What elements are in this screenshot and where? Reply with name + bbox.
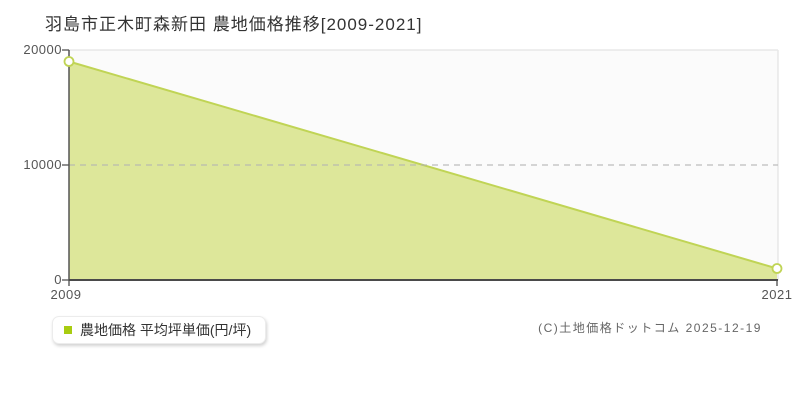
- legend-label: 農地価格 平均坪単価(円/坪): [80, 322, 252, 338]
- legend-swatch-icon: [64, 326, 72, 334]
- ytick-label-0: 0: [54, 272, 62, 287]
- series-area-fill: [69, 61, 777, 280]
- copyright-text: (C)土地価格ドットコム 2025-12-19: [538, 321, 762, 335]
- ytick-label-20000: 20000: [23, 42, 62, 57]
- xtick-label-2021: 2021: [762, 287, 793, 302]
- data-point-2009: [63, 56, 75, 67]
- chart-plot-area: 20000 10000 0 2009 2021: [23, 42, 793, 302]
- legend: 農地価格 平均坪単価(円/坪): [52, 316, 267, 344]
- ytick-label-10000: 10000: [23, 157, 62, 172]
- data-point-2021: [771, 263, 783, 274]
- chart-title: 羽島市正木町森新田 農地価格推移[2009-2021]: [45, 15, 423, 34]
- xtick-label-2009: 2009: [51, 287, 82, 302]
